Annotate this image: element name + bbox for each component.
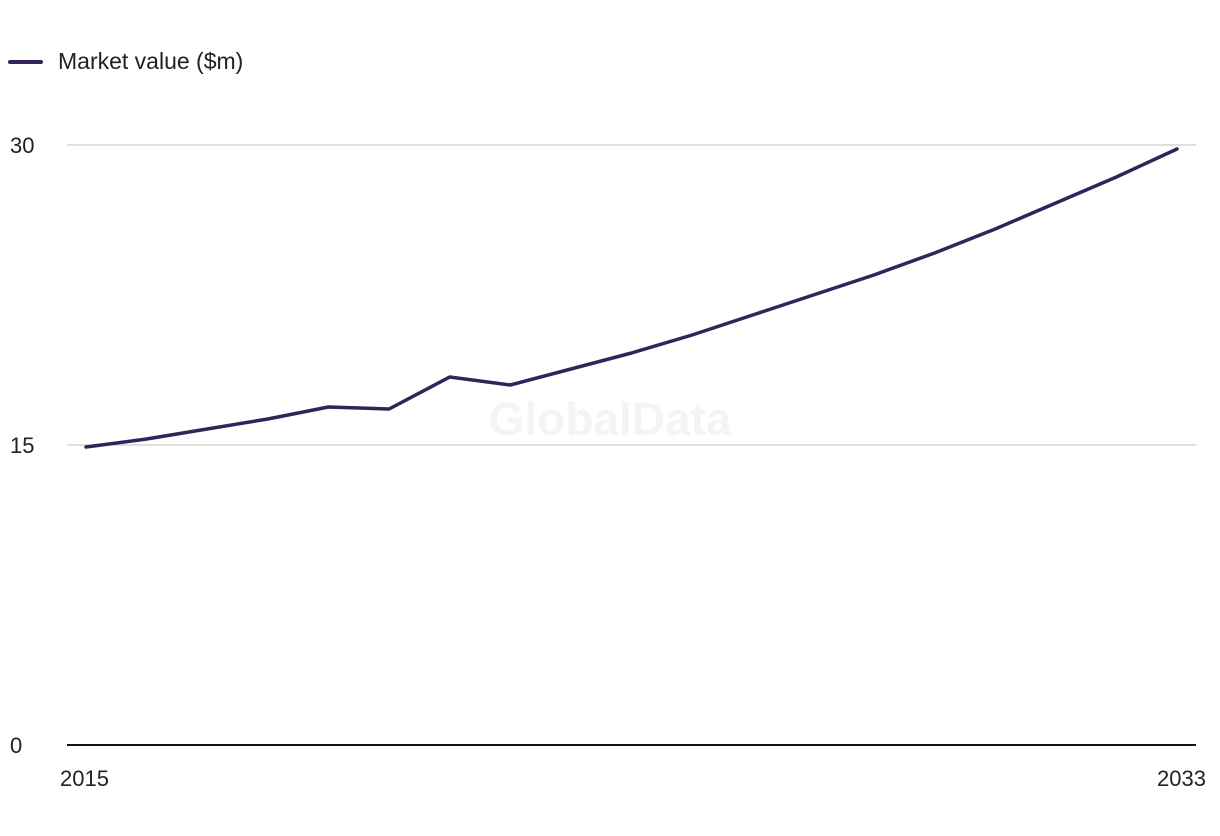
x-axis-tick-labels: 2015 2033 — [60, 766, 1206, 791]
y-axis-tick-labels: 0 15 30 — [10, 133, 34, 758]
x-tick-label: 2033 — [1157, 766, 1206, 791]
series-line-market-value — [84, 147, 1179, 449]
legend-series-label: Market value ($m) — [58, 48, 243, 74]
series-layer — [84, 147, 1179, 449]
legend: Market value ($m) — [8, 48, 243, 74]
y-tick-label: 0 — [10, 733, 22, 758]
gridlines — [67, 144, 1196, 746]
x-tick-label: 2015 — [60, 766, 109, 791]
y-tick-label: 15 — [10, 433, 34, 458]
y-tick-label: 30 — [10, 133, 34, 158]
watermark: GlobalData — [489, 393, 732, 445]
